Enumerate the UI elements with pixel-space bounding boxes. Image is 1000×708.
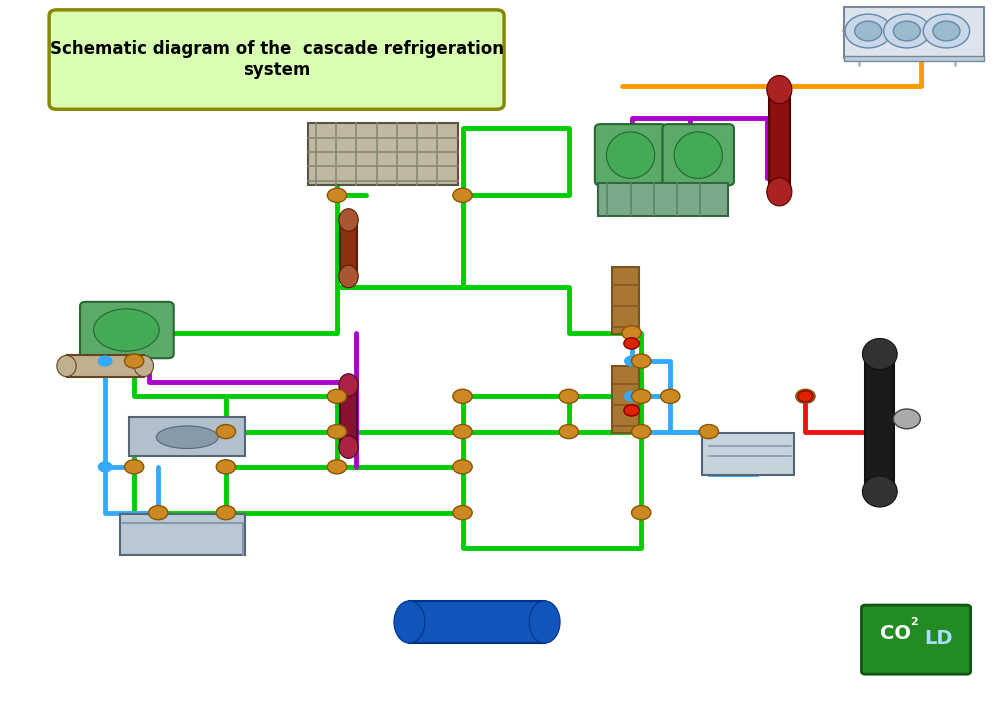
Ellipse shape (134, 355, 153, 377)
Circle shape (798, 391, 813, 402)
Circle shape (622, 326, 641, 340)
Ellipse shape (674, 132, 722, 178)
Circle shape (933, 21, 960, 41)
Ellipse shape (767, 178, 792, 206)
Circle shape (632, 425, 651, 439)
Circle shape (453, 459, 472, 474)
FancyBboxPatch shape (129, 418, 245, 456)
Ellipse shape (862, 338, 897, 370)
Circle shape (559, 389, 578, 404)
Circle shape (796, 389, 815, 404)
Circle shape (453, 425, 472, 439)
FancyBboxPatch shape (769, 89, 790, 192)
FancyBboxPatch shape (844, 57, 984, 61)
Circle shape (327, 389, 347, 404)
FancyBboxPatch shape (861, 605, 971, 674)
FancyBboxPatch shape (598, 183, 728, 217)
Circle shape (625, 392, 638, 401)
FancyBboxPatch shape (120, 514, 245, 555)
Ellipse shape (394, 601, 425, 643)
FancyBboxPatch shape (340, 385, 357, 447)
Ellipse shape (57, 355, 76, 377)
Ellipse shape (339, 374, 358, 396)
Circle shape (453, 188, 472, 202)
Circle shape (559, 425, 578, 439)
FancyBboxPatch shape (844, 7, 984, 58)
Text: LD: LD (924, 629, 953, 648)
Circle shape (699, 425, 718, 439)
Circle shape (624, 338, 639, 349)
FancyBboxPatch shape (80, 302, 174, 358)
Circle shape (149, 506, 168, 520)
Text: 2: 2 (910, 617, 918, 627)
Circle shape (661, 389, 680, 404)
Circle shape (98, 356, 112, 366)
Ellipse shape (156, 426, 218, 448)
Ellipse shape (94, 309, 159, 351)
Circle shape (893, 21, 920, 41)
Circle shape (632, 354, 651, 368)
Ellipse shape (339, 209, 358, 232)
Ellipse shape (529, 601, 560, 643)
FancyBboxPatch shape (67, 355, 144, 377)
Circle shape (884, 14, 930, 48)
Circle shape (98, 462, 112, 472)
FancyBboxPatch shape (612, 267, 639, 334)
FancyBboxPatch shape (409, 601, 545, 643)
Circle shape (453, 506, 472, 520)
Circle shape (216, 459, 236, 474)
FancyBboxPatch shape (49, 10, 504, 109)
Circle shape (855, 21, 882, 41)
FancyBboxPatch shape (662, 124, 734, 185)
Circle shape (216, 506, 236, 520)
Circle shape (893, 409, 920, 429)
Circle shape (327, 459, 347, 474)
Circle shape (124, 459, 144, 474)
Circle shape (624, 405, 639, 416)
Ellipse shape (339, 265, 358, 287)
FancyBboxPatch shape (612, 366, 639, 433)
Circle shape (327, 425, 347, 439)
Circle shape (216, 425, 236, 439)
FancyBboxPatch shape (340, 220, 357, 276)
Circle shape (453, 389, 472, 404)
Circle shape (124, 354, 144, 368)
Ellipse shape (339, 436, 358, 458)
Circle shape (625, 356, 638, 366)
FancyBboxPatch shape (702, 433, 794, 475)
Circle shape (923, 14, 970, 48)
Circle shape (845, 14, 891, 48)
Circle shape (632, 506, 651, 520)
Ellipse shape (606, 132, 655, 178)
Circle shape (632, 389, 651, 404)
Circle shape (327, 188, 347, 202)
FancyBboxPatch shape (865, 354, 894, 491)
FancyBboxPatch shape (595, 124, 666, 185)
Ellipse shape (767, 76, 792, 103)
FancyBboxPatch shape (308, 122, 458, 185)
Ellipse shape (862, 476, 897, 507)
Text: CO: CO (880, 624, 911, 643)
Text: Schematic diagram of the  cascade refrigeration
system: Schematic diagram of the cascade refrige… (50, 40, 504, 79)
